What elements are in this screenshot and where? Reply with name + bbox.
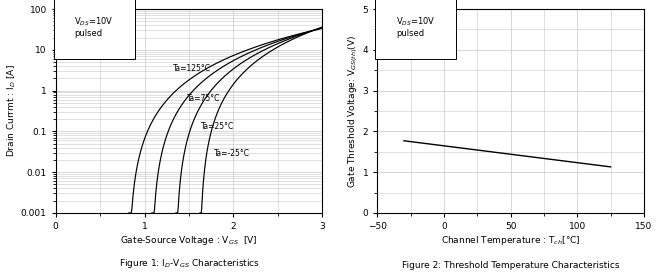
Text: Figure 2: Threshold Temperature Characteristics: Figure 2: Threshold Temperature Characte… (402, 261, 619, 270)
Text: Figure 1: I$_D$-V$_{GS}$ Characteristics: Figure 1: I$_D$-V$_{GS}$ Characteristics (118, 257, 259, 270)
Y-axis label: Gate Threshold Voltage: V$_{GS(th)}$(V): Gate Threshold Voltage: V$_{GS(th)}$(V) (346, 34, 360, 188)
X-axis label: Gate-Source Voltage : V$_{GS}$  [V]: Gate-Source Voltage : V$_{GS}$ [V] (120, 234, 258, 247)
X-axis label: Channel Temperature : T$_{ch}$[°C]: Channel Temperature : T$_{ch}$[°C] (441, 234, 580, 247)
Text: Ta=125°C: Ta=125°C (173, 64, 211, 73)
Text: Ta=75°C: Ta=75°C (188, 94, 220, 103)
Text: V$_{DS}$=10V
pulsed: V$_{DS}$=10V pulsed (396, 15, 436, 38)
Text: V$_{DS}$=10V
pulsed: V$_{DS}$=10V pulsed (74, 15, 114, 38)
Text: Ta=25°C: Ta=25°C (201, 122, 235, 131)
Text: Ta=-25°C: Ta=-25°C (214, 149, 250, 158)
Y-axis label: Drain Currmt : I$_D$ [A]: Drain Currmt : I$_D$ [A] (5, 65, 18, 157)
